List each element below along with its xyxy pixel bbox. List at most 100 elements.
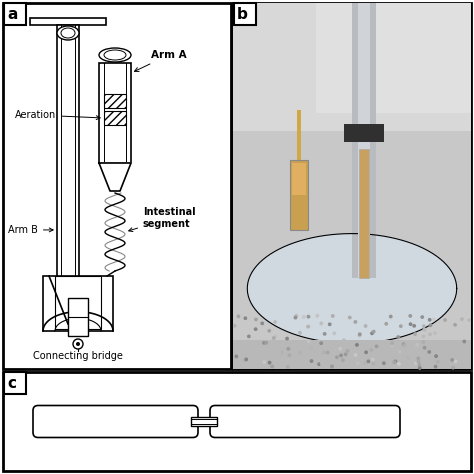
Circle shape (429, 324, 432, 327)
Circle shape (346, 350, 349, 352)
Circle shape (342, 359, 344, 361)
Circle shape (373, 330, 375, 333)
Circle shape (340, 354, 342, 356)
Circle shape (372, 358, 374, 361)
Circle shape (242, 359, 245, 362)
Circle shape (321, 363, 323, 365)
Circle shape (422, 335, 425, 337)
Circle shape (348, 316, 351, 319)
Circle shape (318, 363, 320, 365)
Circle shape (268, 329, 271, 332)
Circle shape (331, 365, 333, 367)
Circle shape (429, 333, 431, 336)
Bar (344, 124, 384, 142)
Circle shape (423, 346, 426, 349)
Circle shape (310, 360, 313, 362)
Ellipse shape (61, 28, 75, 38)
Circle shape (435, 355, 438, 357)
Circle shape (437, 361, 439, 363)
Circle shape (76, 342, 80, 346)
Bar (233, 340, 471, 369)
Circle shape (417, 357, 419, 359)
Circle shape (316, 315, 319, 317)
Circle shape (416, 344, 419, 346)
Circle shape (280, 351, 283, 354)
Circle shape (398, 363, 400, 365)
Circle shape (452, 366, 454, 369)
Circle shape (331, 315, 334, 317)
Text: Intestinal
segment: Intestinal segment (128, 208, 196, 232)
Circle shape (413, 325, 415, 327)
Circle shape (287, 366, 289, 368)
Text: Arm B: Arm B (8, 225, 53, 235)
Circle shape (271, 365, 273, 368)
Circle shape (461, 318, 463, 320)
Circle shape (273, 337, 275, 339)
Circle shape (393, 361, 395, 364)
Circle shape (415, 362, 417, 365)
Ellipse shape (99, 48, 131, 62)
Circle shape (331, 365, 333, 368)
Bar (57, 25, 79, 324)
Circle shape (418, 363, 420, 365)
Circle shape (279, 351, 281, 353)
Circle shape (428, 319, 431, 321)
Circle shape (244, 317, 246, 319)
Circle shape (343, 339, 345, 341)
Bar (352, 3, 376, 277)
Bar (358, 3, 370, 277)
Circle shape (394, 360, 397, 363)
Circle shape (247, 335, 250, 337)
Bar (297, 110, 301, 160)
Circle shape (322, 351, 325, 354)
Circle shape (407, 357, 409, 359)
Bar (43, 276, 113, 331)
Circle shape (245, 358, 247, 361)
Circle shape (288, 354, 291, 356)
Circle shape (237, 363, 239, 365)
Circle shape (367, 360, 370, 363)
Bar (30, 18, 106, 26)
Circle shape (328, 323, 331, 326)
Circle shape (73, 339, 83, 349)
Circle shape (263, 342, 265, 344)
Bar (359, 149, 369, 277)
Bar (292, 164, 306, 195)
Circle shape (295, 315, 298, 317)
Circle shape (422, 341, 424, 343)
Circle shape (268, 362, 271, 364)
Circle shape (400, 325, 402, 328)
Circle shape (265, 342, 267, 344)
Bar (3, 372, 471, 471)
Text: Aeration: Aeration (15, 110, 100, 120)
Circle shape (364, 362, 366, 364)
Circle shape (356, 344, 358, 346)
Circle shape (402, 343, 405, 346)
Circle shape (454, 324, 456, 326)
Bar (234, 3, 256, 25)
FancyBboxPatch shape (210, 405, 400, 438)
Circle shape (391, 342, 393, 344)
Circle shape (302, 316, 305, 318)
Circle shape (414, 333, 416, 335)
Circle shape (310, 347, 312, 349)
Ellipse shape (104, 50, 126, 60)
Bar (191, 417, 217, 426)
Circle shape (444, 319, 446, 321)
Polygon shape (247, 234, 457, 343)
Circle shape (323, 333, 326, 335)
Circle shape (308, 340, 310, 343)
Bar (233, 3, 471, 369)
Circle shape (390, 315, 392, 318)
Polygon shape (99, 163, 131, 191)
Circle shape (463, 340, 465, 343)
Bar (4, 3, 26, 25)
Ellipse shape (57, 26, 79, 40)
Bar (233, 3, 471, 369)
Text: Connecting bridge: Connecting bridge (33, 351, 123, 361)
Circle shape (433, 318, 435, 320)
Circle shape (370, 349, 373, 351)
Circle shape (358, 335, 361, 337)
Circle shape (423, 325, 425, 328)
Circle shape (299, 352, 301, 354)
